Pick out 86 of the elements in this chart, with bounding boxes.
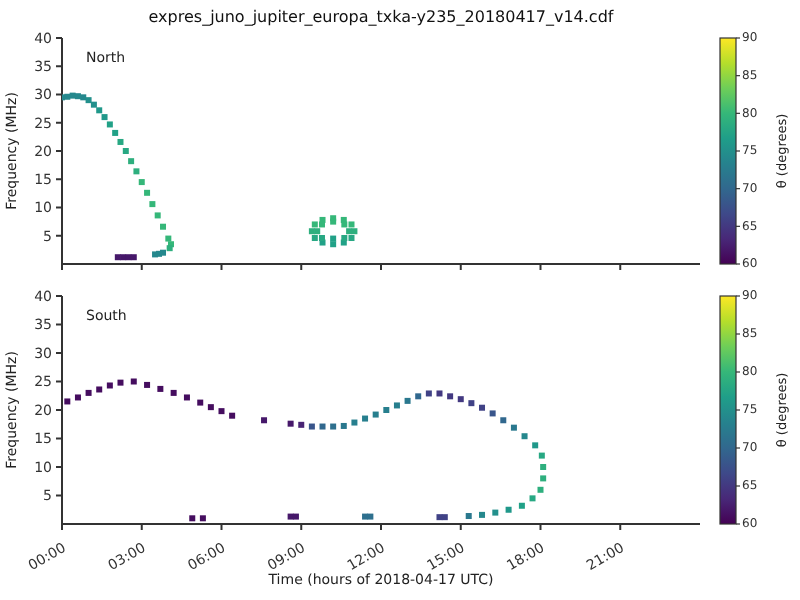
point [130, 378, 137, 385]
point [457, 396, 464, 403]
point [64, 93, 71, 100]
point [128, 158, 135, 165]
point [532, 442, 539, 449]
point [160, 223, 167, 230]
point [341, 221, 348, 228]
point [465, 513, 472, 520]
point [170, 389, 177, 396]
point [441, 514, 448, 521]
point [308, 423, 315, 430]
point [74, 394, 81, 401]
point [157, 385, 164, 392]
point [130, 254, 137, 261]
point [117, 138, 124, 145]
point [479, 511, 486, 518]
point [106, 121, 113, 128]
point [404, 397, 411, 404]
point [64, 398, 71, 405]
chart-title: expres_juno_jupiter_europa_txka-y235_20180417_v14.cdf [146, 8, 616, 26]
point [96, 107, 103, 114]
point [479, 404, 486, 411]
point [383, 407, 390, 413]
point [510, 424, 517, 431]
point [537, 486, 544, 493]
point [292, 513, 299, 520]
point [348, 235, 355, 242]
point [415, 393, 422, 400]
point [436, 390, 443, 397]
point [372, 411, 379, 418]
point [330, 423, 337, 430]
point [540, 464, 547, 470]
point [311, 221, 318, 228]
point [112, 129, 119, 136]
point [183, 394, 190, 401]
point [80, 94, 87, 101]
point [521, 433, 528, 440]
point [154, 212, 161, 219]
point [122, 148, 129, 154]
point [492, 509, 499, 516]
point [298, 421, 305, 428]
point [197, 399, 204, 406]
point [346, 228, 353, 235]
point [144, 189, 151, 196]
point [436, 514, 443, 521]
point [106, 382, 113, 389]
point [489, 410, 496, 417]
point [340, 422, 347, 429]
point [117, 379, 124, 386]
point [125, 254, 132, 261]
point [90, 101, 97, 108]
point [330, 235, 337, 242]
point [138, 179, 145, 186]
point [287, 420, 294, 427]
point [505, 506, 512, 513]
point [149, 201, 156, 208]
point [351, 419, 358, 426]
point [85, 97, 92, 104]
point [165, 235, 172, 242]
point [500, 417, 507, 424]
point [540, 475, 547, 482]
point [362, 415, 369, 422]
point [319, 423, 326, 430]
point [144, 381, 151, 388]
point [529, 495, 536, 502]
point [518, 502, 525, 509]
point [314, 228, 321, 235]
point [218, 408, 225, 415]
point [229, 412, 236, 419]
point [189, 515, 196, 522]
point [348, 221, 355, 228]
point [96, 386, 103, 393]
point [311, 235, 318, 242]
point [468, 400, 475, 407]
point [207, 404, 214, 411]
point [101, 114, 108, 121]
point [318, 221, 325, 228]
point [199, 515, 206, 522]
point [538, 452, 545, 459]
point [367, 513, 374, 520]
point [447, 393, 454, 400]
point [425, 390, 432, 397]
point [261, 417, 268, 424]
point [133, 168, 140, 175]
point [85, 389, 92, 396]
point [393, 402, 400, 409]
